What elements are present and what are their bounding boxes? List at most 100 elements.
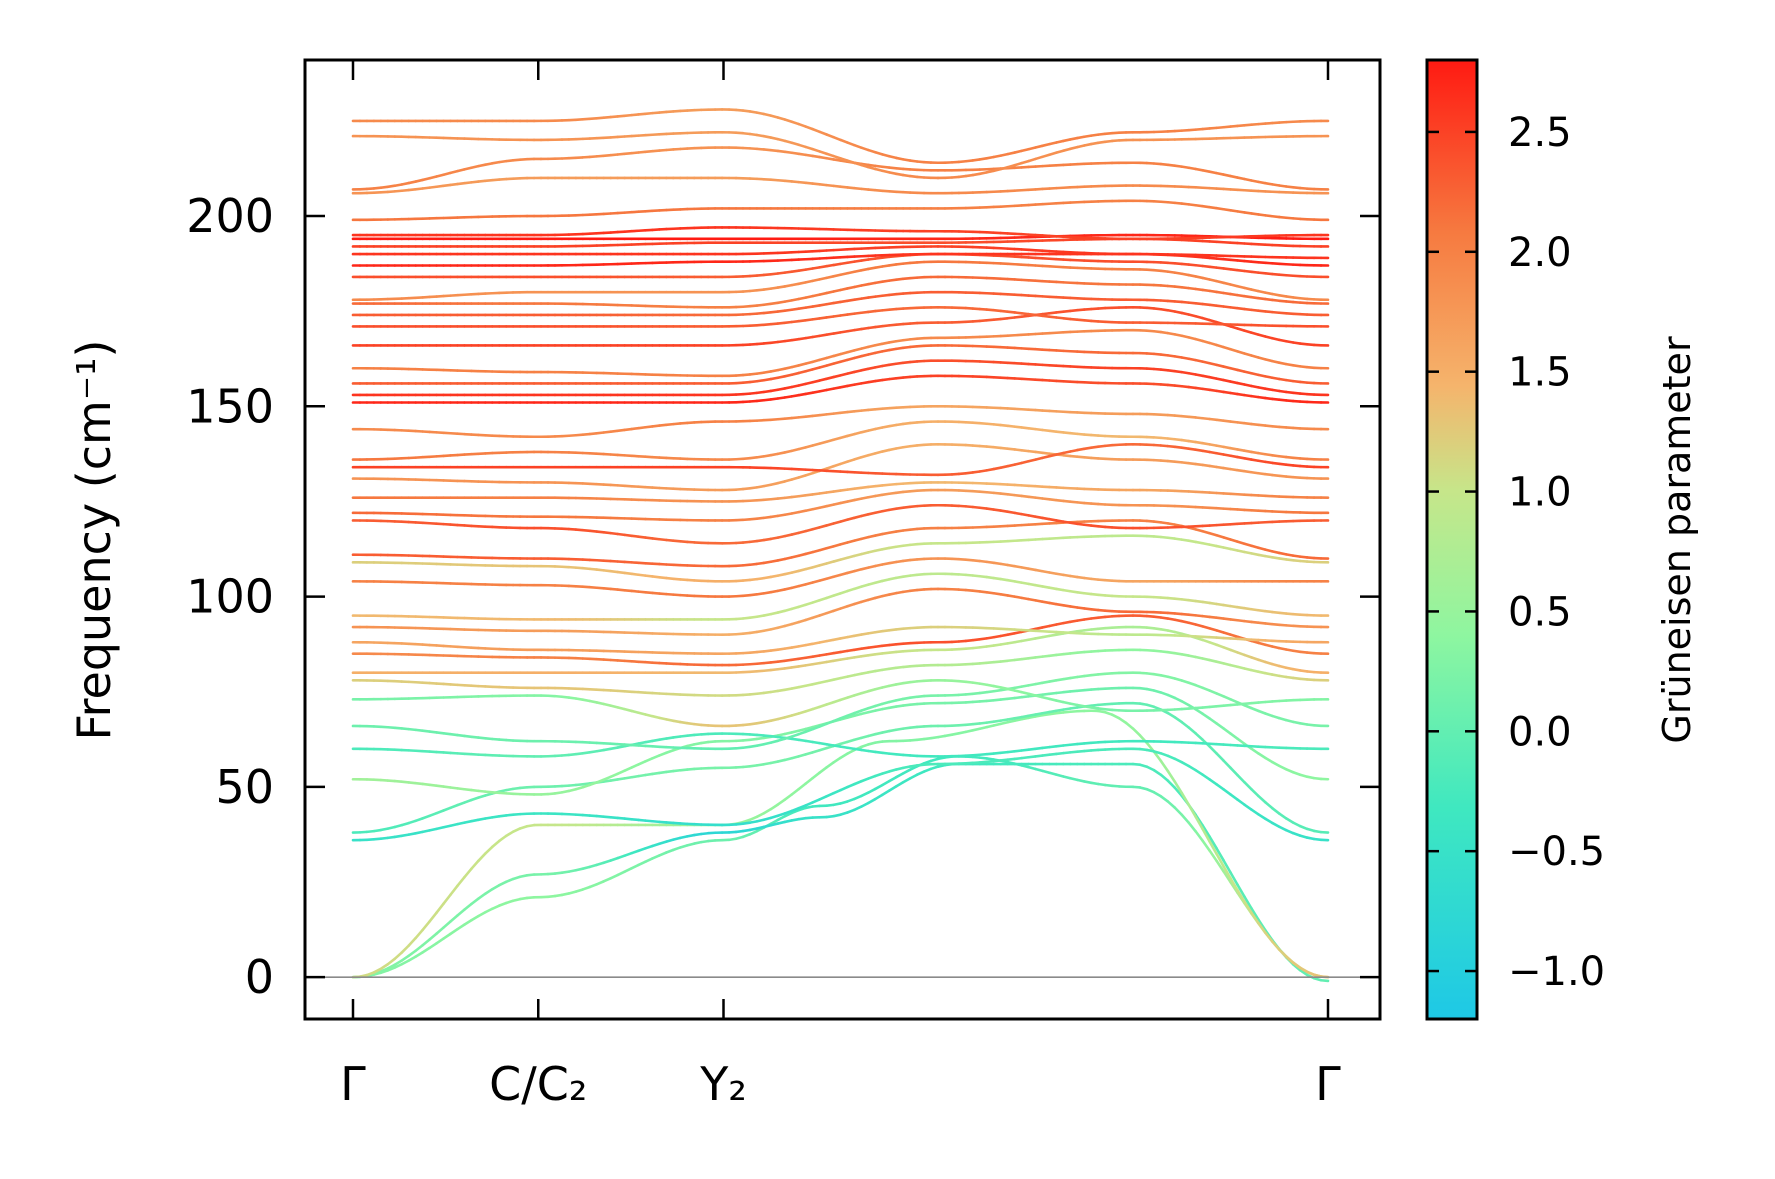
band-segment <box>490 839 501 849</box>
band-segment <box>1264 756 1274 764</box>
band-segment <box>463 902 473 911</box>
band-segment <box>1159 794 1170 803</box>
band-segment <box>769 818 780 826</box>
band-optical-30 <box>351 275 1330 309</box>
band-segment <box>435 902 445 914</box>
band-optical-07 <box>351 648 1330 697</box>
band-segment <box>372 967 383 974</box>
band-segment <box>428 932 438 941</box>
band-segment <box>1257 918 1267 932</box>
band-segment <box>393 959 404 967</box>
band-segment <box>1187 803 1197 819</box>
band-segment <box>1264 817 1274 825</box>
band-segment <box>1236 883 1246 898</box>
band-segment <box>1243 780 1253 791</box>
band-optical-15 <box>351 519 1330 568</box>
band-optical-22 <box>351 405 1330 439</box>
band-segment <box>504 830 515 838</box>
band-segment <box>477 910 487 918</box>
band-segment <box>1208 778 1218 786</box>
band-segment <box>1131 727 1142 737</box>
band-segment <box>1257 812 1267 821</box>
band-segment <box>1319 978 1330 983</box>
band-segment <box>776 814 787 822</box>
band-segment <box>1201 824 1211 838</box>
band-segment <box>1236 773 1246 784</box>
band-segment <box>1215 722 1225 730</box>
band-segment <box>1277 812 1288 820</box>
band-segment <box>1201 773 1211 781</box>
band-segment <box>887 775 898 783</box>
band-segment <box>442 932 452 940</box>
band-segment <box>1229 880 1239 894</box>
band-optical-04 <box>351 732 1330 758</box>
band-segment <box>1229 732 1239 741</box>
band-segment <box>1187 821 1197 833</box>
band-optical-09 <box>351 614 1330 667</box>
band-segment <box>1257 794 1267 804</box>
band-segment <box>1298 968 1309 977</box>
band-optical-05 <box>351 671 1330 751</box>
band-segment <box>435 937 445 945</box>
band-optical-31 <box>351 260 1330 302</box>
band-segment <box>470 897 480 906</box>
band-segment <box>790 787 801 796</box>
band-optical-02 <box>351 701 1330 834</box>
band-segment <box>1222 759 1232 770</box>
band-segment <box>1166 800 1177 809</box>
band-optical-18 <box>351 481 1330 503</box>
band-segment <box>1236 737 1246 746</box>
band-segment <box>456 875 466 888</box>
band-segment <box>880 779 891 787</box>
band-segment <box>1222 864 1232 880</box>
band-segment <box>1208 717 1218 725</box>
band-segment <box>1243 803 1253 811</box>
band-segment <box>1236 798 1246 806</box>
band-segment <box>484 845 494 855</box>
band-optical-13 <box>351 557 1330 598</box>
band-segment <box>1152 790 1163 798</box>
band-segment <box>776 798 787 806</box>
band-optical-26 <box>351 328 1330 378</box>
band-segment <box>825 761 835 769</box>
band-segment <box>1284 817 1295 824</box>
band-segment <box>1152 750 1163 763</box>
band-segment <box>1215 859 1225 873</box>
band-optical-23 <box>351 374 1330 404</box>
band-segment <box>1194 732 1204 742</box>
band-segment <box>1208 840 1218 856</box>
band-segment <box>463 867 473 879</box>
band-segment <box>477 852 487 863</box>
band-segment <box>456 908 466 917</box>
band-segment <box>386 957 397 966</box>
band-segment <box>449 914 459 923</box>
band-segment <box>442 893 452 906</box>
band-segment <box>1173 715 1184 724</box>
band-segment <box>839 752 849 760</box>
band-segment <box>421 938 431 947</box>
band-acoustic-2 <box>351 762 1330 983</box>
band-optical-01 <box>351 747 1330 842</box>
band-segment <box>1250 911 1260 925</box>
band-segment <box>449 927 459 936</box>
band-segment <box>1250 907 1260 921</box>
band-segment <box>1250 747 1260 755</box>
band-segment <box>428 911 438 923</box>
band-segment <box>1215 847 1225 862</box>
band-segment <box>1201 839 1211 852</box>
band-segment <box>1215 783 1225 791</box>
band-segment <box>1243 895 1253 910</box>
band-segment <box>1222 788 1232 796</box>
band-segment <box>1124 721 1135 730</box>
band-segment <box>874 793 884 801</box>
band-optical-29 <box>351 290 1330 317</box>
band-segment <box>1291 961 1302 970</box>
band-segment <box>1201 827 1211 843</box>
band-segment <box>379 962 390 971</box>
band-segment <box>1264 931 1274 943</box>
band-segment <box>1110 713 1121 720</box>
band-segment <box>1250 787 1260 798</box>
band-segment <box>1180 760 1191 768</box>
band-optical-17 <box>351 488 1330 522</box>
band-segment <box>1222 859 1232 874</box>
